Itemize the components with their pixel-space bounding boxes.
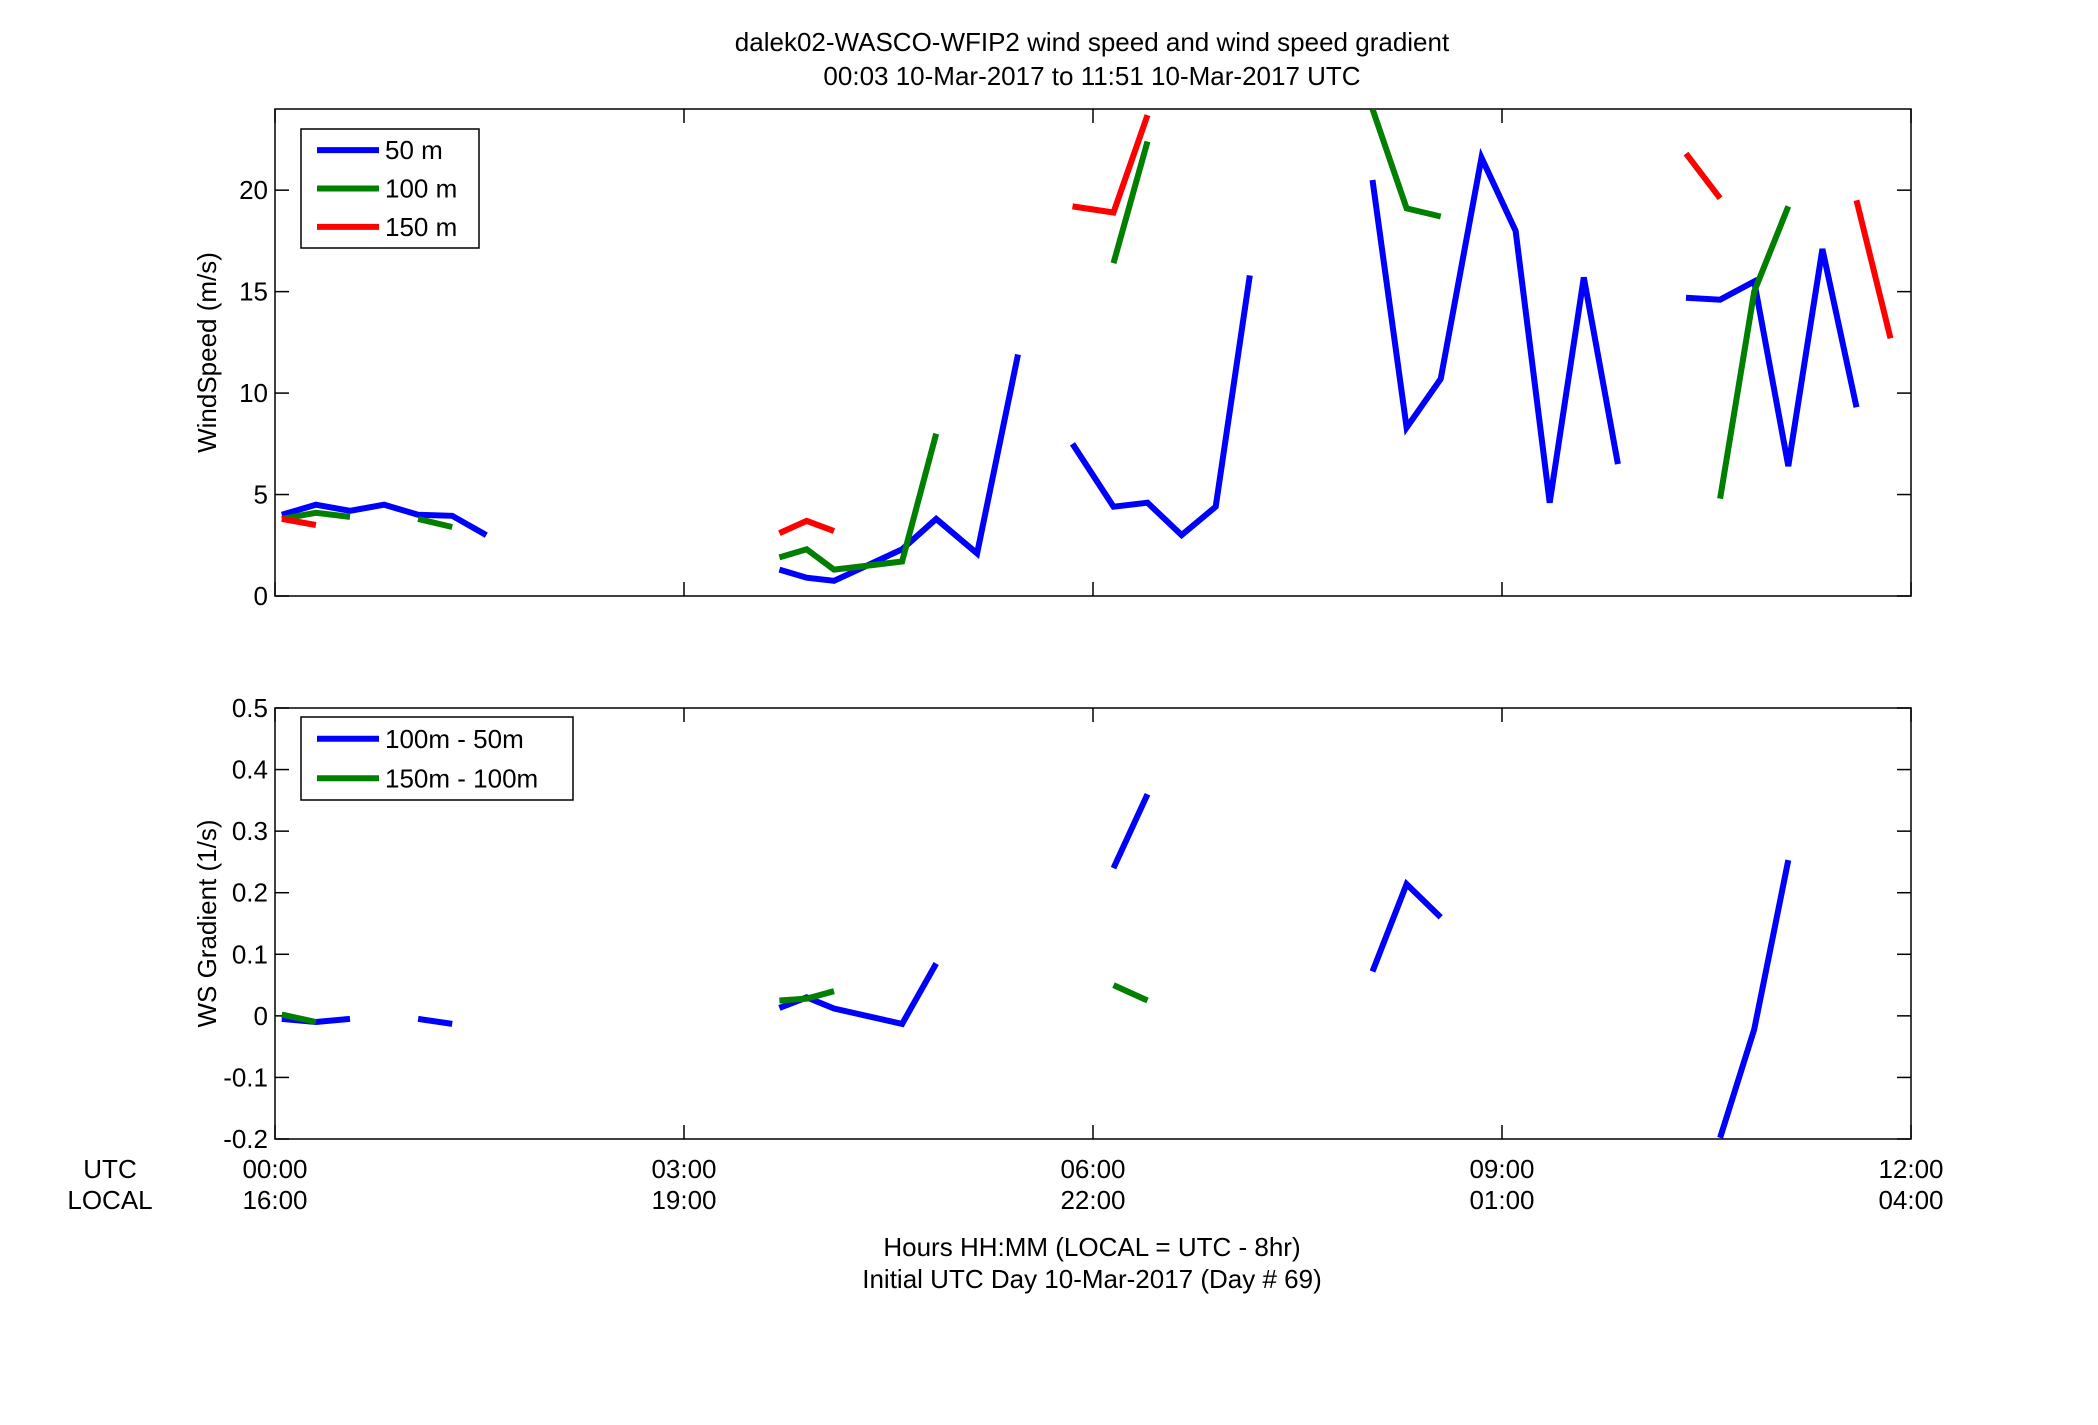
x-axis-label-line2: Initial UTC Day 10-Mar-2017 (Day # 69) bbox=[862, 1264, 1322, 1294]
y-tick-label: 20 bbox=[239, 175, 268, 205]
series-line bbox=[779, 988, 835, 1004]
series-line bbox=[281, 1011, 317, 1025]
y-tick-label: 0 bbox=[254, 1001, 268, 1031]
series-line bbox=[280, 501, 488, 538]
legend-label: 150 m bbox=[385, 212, 457, 242]
utc-row-label: UTC bbox=[83, 1154, 136, 1184]
legend-label: 50 m bbox=[385, 135, 443, 165]
series-line bbox=[1683, 151, 1723, 201]
y-tick-label: 0.4 bbox=[232, 755, 268, 785]
series-line bbox=[1717, 859, 1792, 1139]
y-tick-label: 15 bbox=[239, 277, 268, 307]
x-tick-label-utc: 06:00 bbox=[1060, 1154, 1125, 1184]
series-line bbox=[417, 1015, 453, 1027]
x-tick-labels-utc: 00:00 03:00 06:00 09:00 12:00 bbox=[242, 1154, 1943, 1184]
y-axis-label: WindSpeed (m/s) bbox=[192, 252, 222, 453]
series-line bbox=[1369, 147, 1621, 504]
x-tick-label-utc: 00:00 bbox=[242, 1154, 307, 1184]
x-tick-label-utc: 09:00 bbox=[1469, 1154, 1534, 1184]
y-tick-label: 0.3 bbox=[232, 816, 268, 846]
legend: 100m - 50m 150m - 100m bbox=[300, 716, 574, 801]
y-tick-label: 5 bbox=[254, 480, 268, 510]
series-line bbox=[1069, 274, 1253, 540]
series-line bbox=[778, 962, 939, 1028]
series-line bbox=[1369, 878, 1443, 973]
chart-title-line2: 00:03 10-Mar-2017 to 11:51 10-Mar-2017 U… bbox=[823, 61, 1360, 91]
x-tick-label-local: 22:00 bbox=[1060, 1185, 1125, 1215]
series-line bbox=[1685, 248, 1860, 467]
y-tick-label: 0.1 bbox=[232, 939, 268, 969]
legend: 50 m 100 m 150 m bbox=[300, 128, 480, 249]
x-tick-label-utc: 12:00 bbox=[1878, 1154, 1943, 1184]
plot-frame bbox=[274, 108, 1912, 597]
series-line bbox=[1072, 114, 1151, 216]
series-line bbox=[1853, 199, 1894, 340]
x-tick-label-local: 04:00 bbox=[1878, 1185, 1943, 1215]
y-tick-label: -0.2 bbox=[223, 1124, 268, 1154]
series-line bbox=[1717, 205, 1792, 500]
wind-speed-plot: 0 5 10 15 20 WindSpeed (m/s) 50 m 100 m 150 m bbox=[192, 108, 1912, 611]
series-lines bbox=[280, 109, 1894, 584]
wind-gradient-plot: -0.2 -0.1 0 0.1 0.2 0.3 0.4 0.5 WS Gradient (1/s… bbox=[192, 693, 1912, 1154]
legend-label: 150m - 100m bbox=[385, 763, 538, 793]
series-line bbox=[1110, 792, 1151, 870]
x-tick-label-local: 16:00 bbox=[242, 1185, 307, 1215]
series-line bbox=[1369, 109, 1442, 220]
y-tick-label: 0 bbox=[254, 581, 268, 611]
x-tick-label-local: 01:00 bbox=[1469, 1185, 1534, 1215]
series-line bbox=[778, 517, 836, 536]
series-line bbox=[1110, 140, 1151, 265]
series-line bbox=[778, 353, 1021, 584]
legend-label: 100 m bbox=[385, 174, 457, 204]
series-line bbox=[281, 515, 317, 528]
legend-box bbox=[300, 716, 574, 801]
y-tick-label: 10 bbox=[239, 378, 268, 408]
series-line bbox=[778, 432, 940, 573]
x-tick-labels-local: 16:00 19:00 22:00 01:00 04:00 bbox=[242, 1185, 1943, 1215]
y-axis-label: WS Gradient (1/s) bbox=[192, 819, 222, 1027]
y-tick-label: -0.1 bbox=[223, 1062, 268, 1092]
x-tick-label-local: 19:00 bbox=[651, 1185, 716, 1215]
legend-label: 100m - 50m bbox=[385, 724, 524, 754]
series-line bbox=[417, 515, 453, 530]
series-line bbox=[1112, 982, 1149, 1004]
x-axis-label-line1: Hours HH:MM (LOCAL = UTC - 8hr) bbox=[883, 1232, 1300, 1262]
series-lines bbox=[281, 792, 1792, 1139]
x-tick-label-utc: 03:00 bbox=[651, 1154, 716, 1184]
chart-title-line1: dalek02-WASCO-WFIP2 wind speed and wind … bbox=[735, 27, 1450, 57]
local-row-label: LOCAL bbox=[67, 1185, 152, 1215]
series-line bbox=[281, 509, 351, 522]
y-tick-label: 0.2 bbox=[232, 878, 268, 908]
y-tick-label: 0.5 bbox=[232, 693, 268, 723]
